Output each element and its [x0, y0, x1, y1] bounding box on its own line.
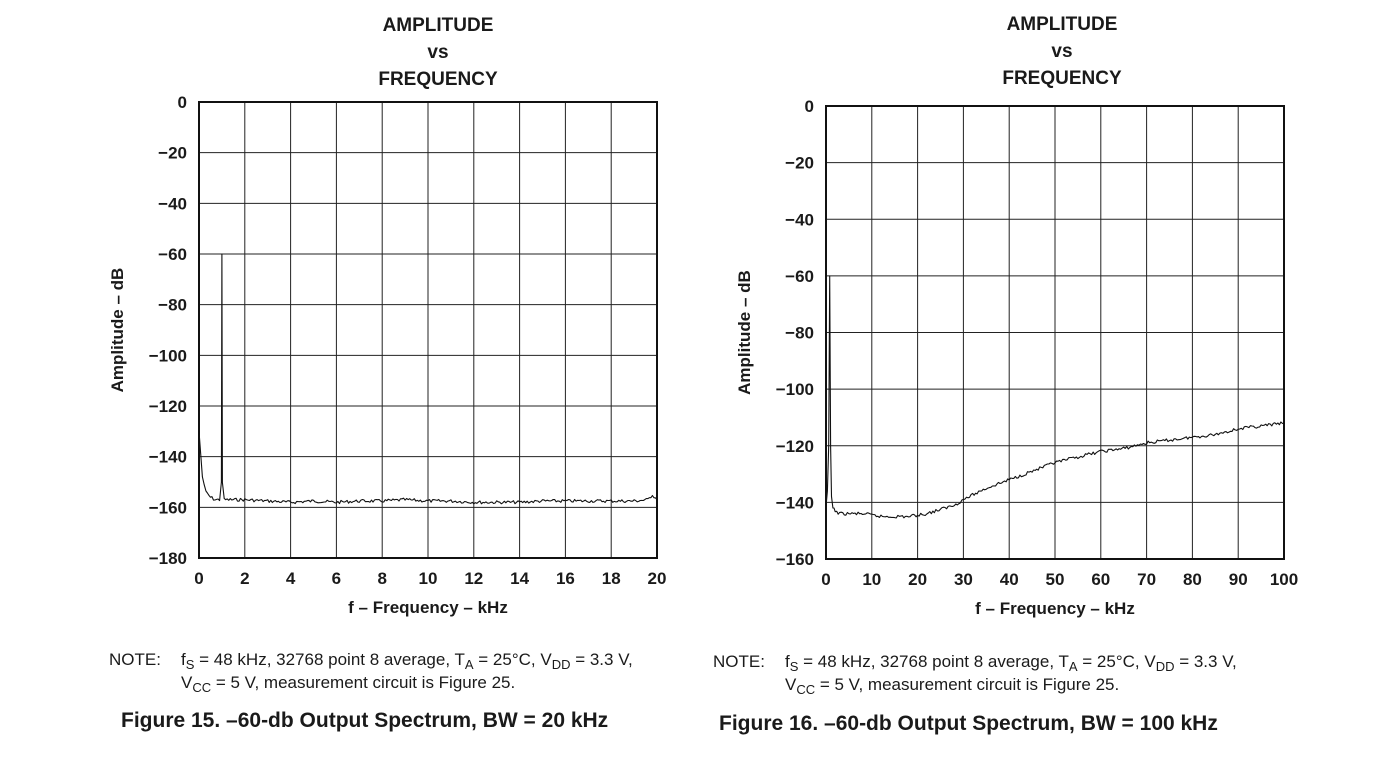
chart1-xtick-label: 6 — [332, 569, 341, 588]
chart1-xtick-label: 14 — [510, 569, 529, 588]
chart2-xtick-label: 100 — [1270, 570, 1298, 589]
chart1-title-line-3: FREQUENCY — [378, 69, 498, 90]
chart2-plot-frame — [825, 105, 1285, 560]
chart1-xtick-label: 18 — [602, 569, 621, 588]
chart1-xtick-label: 8 — [377, 569, 386, 588]
chart2-xtick-label: 80 — [1183, 570, 1202, 589]
chart2-note-line1: fS = 48 kHz, 32768 point 8 average, TA =… — [785, 652, 1237, 674]
chart1-ytick-label: −160 — [149, 498, 187, 517]
chart1-xtick-label: 20 — [648, 569, 667, 588]
chart1-xtick-label: 4 — [286, 569, 296, 588]
chart2-xtick-label: 10 — [862, 570, 881, 589]
chart2-xtick-label: 70 — [1137, 570, 1156, 589]
chart1-plot-frame — [198, 101, 658, 559]
chart2-note-label: NOTE: — [713, 652, 765, 671]
chart1-ytick-label: −180 — [149, 549, 187, 568]
chart2-xtick-label: 50 — [1046, 570, 1065, 589]
chart2-xtick-label: 60 — [1091, 570, 1110, 589]
chart2-note-line2: VCC = 5 V, measurement circuit is Figure… — [785, 675, 1120, 697]
chart1-ytick-label: −40 — [158, 194, 187, 213]
chart2-title-line-3: FREQUENCY — [1002, 68, 1122, 89]
chart1-x-axis-label: f – Frequency – kHz — [348, 598, 508, 617]
chart2-xtick-label: 0 — [821, 570, 830, 589]
chart2-xtick-label: 20 — [908, 570, 927, 589]
chart2-xtick-label: 90 — [1229, 570, 1248, 589]
chart2-xtick-label: 40 — [1000, 570, 1019, 589]
chart2-y-axis-label: Amplitude – dB — [735, 270, 754, 395]
chart1-xtick-label: 2 — [240, 569, 249, 588]
chart1-ytick-label: −20 — [158, 144, 187, 163]
chart2-xtick-label: 30 — [954, 570, 973, 589]
chart1-title-line-2: vs — [427, 42, 448, 63]
chart1-y-axis-label: Amplitude – dB — [108, 268, 127, 393]
chart2-title-line-2: vs — [1051, 41, 1072, 62]
chart2-ytick-label: −160 — [776, 550, 814, 569]
chart2-ytick-label: −120 — [776, 437, 814, 456]
chart2-ytick-label: −60 — [785, 267, 814, 286]
chart2-ytick-label: −40 — [785, 210, 814, 229]
chart2-title-line-1: AMPLITUDE — [1007, 14, 1118, 35]
chart2-ytick-label: −80 — [785, 324, 814, 343]
chart1-note-line2: VCC = 5 V, measurement circuit is Figure… — [181, 673, 516, 695]
chart2-ytick-label: −100 — [776, 380, 814, 399]
chart1-xtick-label: 10 — [419, 569, 438, 588]
chart2-x-axis-label: f – Frequency – kHz — [975, 599, 1135, 618]
chart2-ytick-label: −20 — [785, 154, 814, 173]
chart1-xtick-label: 16 — [556, 569, 575, 588]
chart1-note-line1: fS = 48 kHz, 32768 point 8 average, TA =… — [181, 650, 633, 672]
chart1-xtick-label: 12 — [464, 569, 483, 588]
chart1-ytick-label: −60 — [158, 245, 187, 264]
chart1-ytick-label: 0 — [178, 93, 187, 112]
chart1-ytick-label: −80 — [158, 296, 187, 315]
chart2-ytick-label: −140 — [776, 493, 814, 512]
chart1-ytick-label: −100 — [149, 346, 187, 365]
chart1-ytick-label: −120 — [149, 397, 187, 416]
chart1-note-label: NOTE: — [109, 650, 161, 669]
chart1-series-line — [198, 253, 658, 505]
chart2-caption: Figure 16. –60-db Output Spectrum, BW = … — [719, 712, 1218, 735]
chart2-series-line — [825, 275, 1285, 519]
chart2-ytick-label: 0 — [805, 97, 814, 116]
chart1-ytick-label: −140 — [149, 448, 187, 467]
chart1-xtick-label: 0 — [194, 569, 203, 588]
chart1-caption: Figure 15. –60-db Output Spectrum, BW = … — [121, 709, 609, 732]
chart1-title-line-1: AMPLITUDE — [383, 15, 494, 36]
